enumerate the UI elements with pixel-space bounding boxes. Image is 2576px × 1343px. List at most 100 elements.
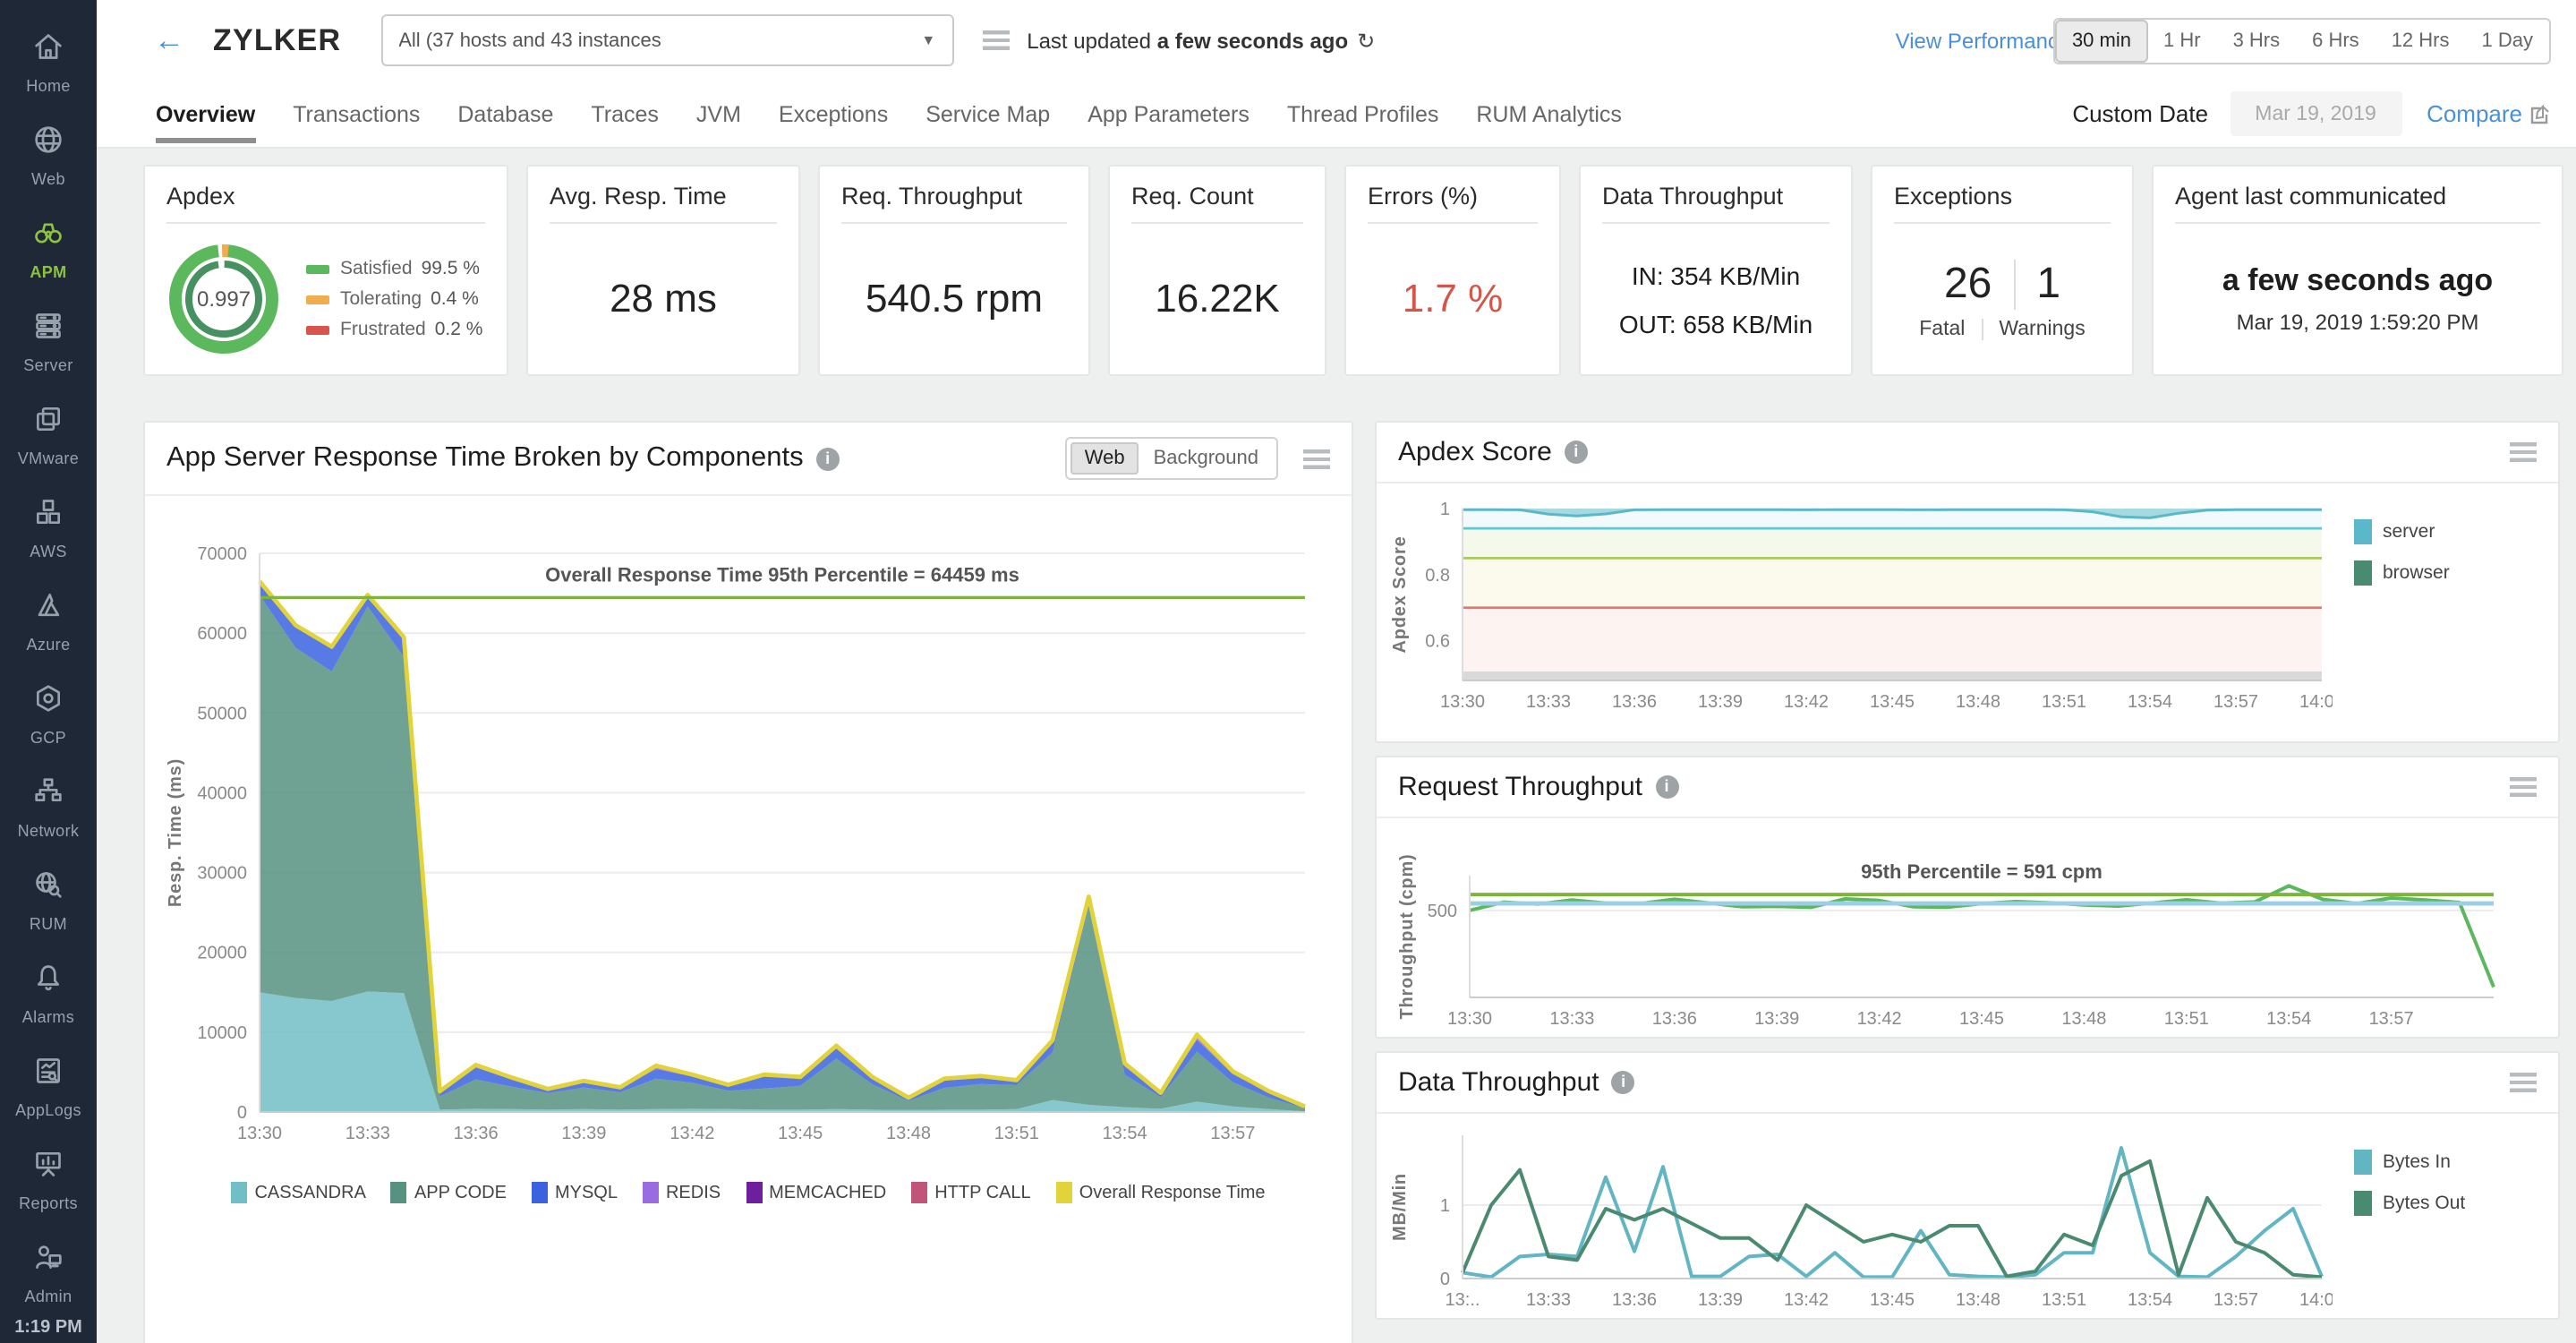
rum-globe-magnifier-icon xyxy=(30,866,66,911)
svg-text:13:54: 13:54 xyxy=(2266,1009,2311,1029)
svg-text:13:51: 13:51 xyxy=(2042,1290,2086,1310)
response-chart-legend: CASSANDRA APP CODE MYSQL REDIS MEMCACHED HTTP… xyxy=(159,1182,1337,1203)
legend-item-satisfied: Satisfied 99.5 % xyxy=(306,258,482,279)
vmware-icon xyxy=(30,400,66,445)
time-range-6-hrs[interactable]: 6 Hrs xyxy=(2296,19,2376,62)
chart-menu-icon[interactable] xyxy=(2510,1073,2537,1092)
svg-text:13:39: 13:39 xyxy=(561,1124,606,1143)
back-arrow-icon[interactable]: ← xyxy=(154,22,184,58)
legend-item-bytes-in[interactable]: Bytes In xyxy=(2354,1150,2519,1175)
svg-text:13:39: 13:39 xyxy=(1698,692,1743,712)
svg-text:Throughput (cpm): Throughput (cpm) xyxy=(1397,854,1417,1020)
sidebar-item-aws[interactable]: AWS xyxy=(0,480,97,573)
panel-data-throughput: Data Throughput 0113:..13:3313:3613:3913… xyxy=(1375,1051,2560,1320)
legend-item-server[interactable]: server xyxy=(2354,519,2519,544)
info-icon[interactable] xyxy=(1612,1071,1635,1094)
sidebar-item-web[interactable]: Web xyxy=(0,107,97,201)
legend-item-browser[interactable]: browser xyxy=(2354,560,2519,586)
chart-menu-icon[interactable] xyxy=(2510,442,2537,462)
tab-thread-profiles[interactable]: Thread Profiles xyxy=(1287,84,1439,143)
data-throughput-chart[interactable]: 0113:..13:3313:3613:3913:4213:4513:4813:… xyxy=(1384,1121,2333,1320)
panel-request-throughput: Request Throughput 50095th Percentile = … xyxy=(1375,756,2560,1039)
kpi-card-apdex: Apdex 0.997 Satisfied 99.5 xyxy=(143,165,508,376)
svg-text:40000: 40000 xyxy=(197,783,247,803)
svg-text:13:51: 13:51 xyxy=(2042,692,2086,712)
menu-icon[interactable] xyxy=(982,30,1009,50)
legend-item-frustrated: Frustrated 0.2 % xyxy=(306,319,482,340)
time-range-1-hr[interactable]: 1 Hr xyxy=(2147,19,2217,62)
chart-menu-icon[interactable] xyxy=(1303,449,1330,468)
tab-jvm[interactable]: JVM xyxy=(696,84,741,143)
tab-exceptions[interactable]: Exceptions xyxy=(779,84,888,143)
time-range-12-hrs[interactable]: 12 Hrs xyxy=(2376,19,2466,62)
sidebar-item-azure[interactable]: Azure xyxy=(0,573,97,666)
panel-response-components: App Server Response Time Broken by Compo… xyxy=(143,421,1353,1343)
svg-text:13:36: 13:36 xyxy=(1612,692,1657,712)
svg-text:13:42: 13:42 xyxy=(1857,1009,1902,1029)
legend-item-bytes-out[interactable]: Bytes Out xyxy=(2354,1191,2519,1216)
toggle-web[interactable]: Web xyxy=(1070,442,1139,475)
compare-edit-icon xyxy=(2529,103,2551,124)
sidebar-item-gcp[interactable]: GCP xyxy=(0,666,97,759)
kpi-title: Errors (%) xyxy=(1368,167,1538,224)
panel-apdex-score: Apdex Score 0.60.8113:3013:3313:3613:391… xyxy=(1375,421,2560,743)
apdex-score-chart[interactable]: 0.60.8113:3013:3313:3613:3913:4213:4513:… xyxy=(1384,491,2333,727)
kpi-value-errors: 1.7 % xyxy=(1403,276,1504,322)
time-range-3-hrs[interactable]: 3 Hrs xyxy=(2217,19,2297,62)
sidebar-item-applogs[interactable]: AppLogs xyxy=(0,1039,97,1132)
info-icon[interactable] xyxy=(816,447,840,470)
sidebar-item-reports[interactable]: Reports xyxy=(0,1132,97,1225)
applogs-icon xyxy=(30,1052,66,1097)
sidebar-item-alarms[interactable]: Alarms xyxy=(0,945,97,1039)
sidebar-item-server[interactable]: Server xyxy=(0,294,97,387)
svg-text:13:..: 13:.. xyxy=(1446,1290,1480,1310)
tab-service-map[interactable]: Service Map xyxy=(925,84,1050,143)
fatal-label: Fatal xyxy=(1903,318,1981,339)
legend-item-app-code[interactable]: APP CODE xyxy=(391,1182,507,1203)
legend-item-mysql[interactable]: MYSQL xyxy=(532,1182,618,1203)
tab-overview[interactable]: Overview xyxy=(156,84,255,143)
request-throughput-chart[interactable]: 50095th Percentile = 591 cpm13:3013:3313… xyxy=(1391,829,2537,1039)
time-range-30-min[interactable]: 30 min xyxy=(2056,19,2147,62)
fatal-count[interactable]: 26 xyxy=(1923,259,2013,309)
bell-icon xyxy=(30,959,66,1004)
svg-text:13:33: 13:33 xyxy=(1549,1009,1594,1029)
svg-text:0: 0 xyxy=(1440,1270,1450,1289)
refresh-icon[interactable]: ↻ xyxy=(1357,28,1375,53)
compare-link[interactable]: Compare xyxy=(2427,100,2551,127)
legend-item-cassandra[interactable]: CASSANDRA xyxy=(231,1182,366,1203)
svg-text:Apdex Score: Apdex Score xyxy=(1390,535,1410,653)
sidebar-item-rum[interactable]: RUM xyxy=(0,852,97,945)
sidebar-item-network[interactable]: Network xyxy=(0,759,97,852)
svg-text:13:45: 13:45 xyxy=(1870,1290,1915,1310)
server-icon xyxy=(30,307,66,352)
chart-menu-icon[interactable] xyxy=(2510,777,2537,797)
info-icon[interactable] xyxy=(1655,775,1678,799)
svg-text:13:57: 13:57 xyxy=(2369,1009,2414,1029)
sidebar-item-home[interactable]: Home xyxy=(0,14,97,107)
toggle-background[interactable]: Background xyxy=(1139,442,1273,475)
info-icon[interactable] xyxy=(1565,441,1588,464)
globe-icon xyxy=(30,121,66,166)
tab-app-parameters[interactable]: App Parameters xyxy=(1088,84,1250,143)
time-range-1-day[interactable]: 1 Day xyxy=(2466,19,2550,62)
legend-item-overall-response-time[interactable]: Overall Response Time xyxy=(1056,1182,1266,1203)
tab-traces[interactable]: Traces xyxy=(591,84,659,143)
legend-item-http-call[interactable]: HTTP CALL xyxy=(911,1182,1030,1203)
tab-database[interactable]: Database xyxy=(457,84,553,143)
kpi-card-data-throughput: Data Throughput IN: 354 KB/Min OUT: 658 … xyxy=(1579,165,1853,376)
svg-text:13:54: 13:54 xyxy=(2128,692,2172,712)
sidebar-item-apm[interactable]: APM xyxy=(0,201,97,294)
svg-text:13:36: 13:36 xyxy=(454,1124,499,1143)
warning-count[interactable]: 1 xyxy=(2013,259,2082,309)
sidebar-item-admin[interactable]: Admin xyxy=(0,1225,97,1318)
tab-rum-analytics[interactable]: RUM Analytics xyxy=(1476,84,1622,143)
host-selector-dropdown[interactable]: All (37 hosts and 43 instances ▼ xyxy=(380,14,953,66)
legend-item-memcached[interactable]: MEMCACHED xyxy=(746,1182,886,1203)
sidebar-item-vmware[interactable]: VMware xyxy=(0,387,97,480)
legend-item-redis[interactable]: REDIS xyxy=(643,1182,721,1203)
date-input[interactable]: Mar 19, 2019 xyxy=(2230,91,2401,136)
tab-transactions[interactable]: Transactions xyxy=(293,84,420,143)
response-components-chart[interactable]: 010000200003000040000500006000070000Over… xyxy=(159,507,1326,1166)
agent-last-value: a few seconds ago xyxy=(2222,263,2493,299)
